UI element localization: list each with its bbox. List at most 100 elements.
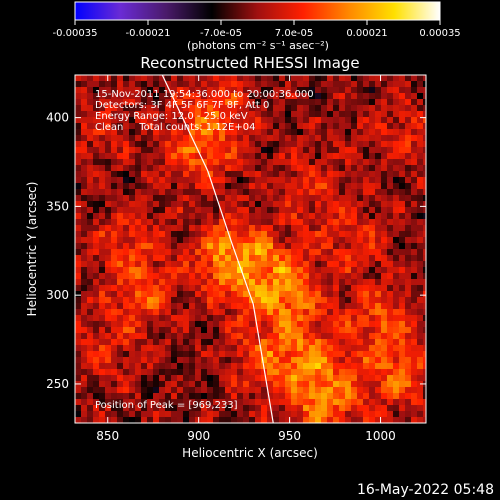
heatmap-cell: [87, 327, 94, 334]
heatmap-cell: [321, 339, 328, 346]
heatmap-cell: [153, 363, 160, 370]
heatmap-cell: [249, 123, 256, 130]
heatmap-cell: [423, 225, 426, 232]
heatmap-cell: [309, 123, 316, 130]
heatmap-cell: [177, 81, 184, 88]
heatmap-cell: [261, 351, 268, 358]
heatmap-cell: [135, 321, 142, 328]
heatmap-cell: [417, 363, 424, 370]
heatmap-cell: [135, 207, 142, 214]
heatmap-cell: [285, 159, 292, 166]
heatmap-cell: [375, 345, 382, 352]
heatmap-cell: [243, 219, 250, 226]
heatmap-cell: [411, 333, 418, 340]
heatmap-cell: [309, 99, 316, 106]
heatmap-cell: [243, 231, 250, 238]
heatmap-cell: [423, 171, 426, 178]
heatmap-cell: [201, 255, 208, 262]
heatmap-cell: [369, 363, 376, 370]
heatmap-cell: [339, 159, 346, 166]
heatmap-cell: [297, 261, 304, 268]
heatmap-cell: [159, 393, 166, 400]
heatmap-cell: [75, 183, 82, 190]
heatmap-cell: [129, 411, 136, 418]
heatmap-cell: [231, 231, 238, 238]
heatmap-cell: [285, 117, 292, 124]
heatmap-cell: [147, 177, 154, 184]
heatmap-cell: [237, 147, 244, 154]
heatmap-cell: [183, 345, 190, 352]
heatmap-cell: [93, 321, 100, 328]
heatmap-cell: [351, 87, 358, 94]
heatmap-cell: [297, 273, 304, 280]
heatmap-cell: [201, 225, 208, 232]
heatmap-cell: [261, 183, 268, 190]
heatmap-cell: [201, 399, 208, 406]
heatmap-cell: [129, 315, 136, 322]
heatmap-cell: [123, 315, 130, 322]
heatmap-cell: [279, 315, 286, 322]
heatmap-cell: [213, 111, 220, 118]
heatmap-cell: [393, 357, 400, 364]
heatmap-cell: [417, 207, 424, 214]
heatmap-cell: [135, 117, 142, 124]
heatmap-cell: [399, 171, 406, 178]
heatmap-cell: [159, 141, 166, 148]
heatmap-cell: [75, 345, 82, 352]
heatmap-cell: [255, 393, 262, 400]
heatmap-cell: [333, 279, 340, 286]
heatmap-cell: [303, 279, 310, 286]
heatmap-cell: [237, 279, 244, 286]
heatmap-cell: [189, 159, 196, 166]
heatmap-cell: [213, 171, 220, 178]
heatmap-cell: [129, 243, 136, 250]
heatmap-cell: [357, 135, 364, 142]
heatmap-cell: [201, 345, 208, 352]
heatmap-cell: [219, 159, 226, 166]
heatmap-cell: [171, 177, 178, 184]
heatmap-cell: [123, 399, 130, 406]
heatmap-cell: [129, 399, 136, 406]
heatmap-cell: [405, 153, 412, 160]
heatmap-cell: [225, 219, 232, 226]
heatmap-cell: [291, 393, 298, 400]
heatmap-cell: [123, 345, 130, 352]
heatmap-cell: [177, 249, 184, 256]
heatmap-cell: [219, 279, 226, 286]
heatmap-cell: [411, 207, 418, 214]
heatmap-cell: [99, 117, 106, 124]
heatmap-cell: [405, 303, 412, 310]
heatmap-cell: [261, 219, 268, 226]
heatmap-cell: [99, 405, 106, 412]
heatmap-cell: [255, 81, 262, 88]
heatmap-cell: [93, 105, 100, 112]
heatmap-cell: [171, 141, 178, 148]
heatmap-cell: [261, 207, 268, 214]
heatmap-cell: [171, 171, 178, 178]
heatmap-cell: [75, 255, 82, 262]
heatmap-cell: [297, 327, 304, 334]
heatmap-cell: [153, 339, 160, 346]
heatmap-cell: [405, 225, 412, 232]
heatmap-cell: [165, 405, 172, 412]
heatmap-cell: [387, 159, 394, 166]
heatmap-cell: [75, 165, 82, 172]
heatmap-cell: [267, 171, 274, 178]
heatmap-cell: [357, 315, 364, 322]
heatmap-cell: [327, 105, 334, 112]
heatmap-cell: [117, 297, 124, 304]
heatmap-cell: [285, 225, 292, 232]
heatmap-cell: [405, 231, 412, 238]
heatmap-cell: [165, 213, 172, 220]
heatmap-cell: [141, 267, 148, 274]
heatmap-cell: [183, 381, 190, 388]
heatmap-cell: [399, 243, 406, 250]
heatmap-cell: [417, 405, 424, 412]
heatmap-cell: [285, 177, 292, 184]
heatmap-cell: [189, 225, 196, 232]
heatmap-cell: [159, 207, 166, 214]
heatmap-cell: [399, 297, 406, 304]
heatmap-cell: [135, 405, 142, 412]
heatmap-cell: [345, 339, 352, 346]
heatmap-cell: [405, 309, 412, 316]
